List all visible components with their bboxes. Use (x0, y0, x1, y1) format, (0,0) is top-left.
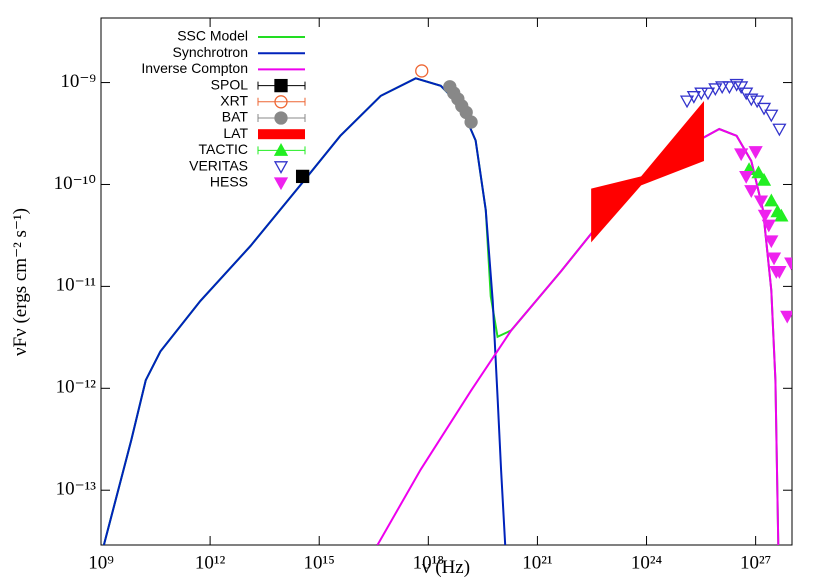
x-tick-label: 10¹⁸ (413, 552, 444, 573)
x-tick-label: 10²⁴ (631, 552, 663, 573)
marker (764, 235, 779, 249)
legend-label: BAT (222, 109, 249, 125)
x-tick-label: 10¹⁵ (304, 552, 335, 573)
band (591, 100, 704, 243)
y-tick-label: 10⁻⁹ (60, 71, 96, 92)
marker (734, 148, 749, 162)
marker (774, 208, 789, 222)
marker (273, 161, 289, 174)
legend-label: VERITAS (189, 157, 248, 173)
marker (715, 81, 730, 95)
marker (757, 209, 773, 223)
series-line (102, 77, 507, 545)
y-tick-label: 10⁻¹³ (56, 479, 97, 500)
plot-area (102, 64, 792, 545)
marker (739, 170, 754, 184)
legend-label: SSC Model (177, 28, 248, 44)
legend-label: LAT (223, 125, 248, 141)
marker (784, 257, 792, 271)
marker (766, 252, 782, 266)
marker (772, 123, 787, 137)
legend-swatch (258, 129, 305, 140)
legend-label: SPOL (211, 76, 249, 92)
x-axis-label: ν (Hz) (422, 557, 470, 578)
marker (756, 172, 772, 186)
marker (274, 95, 288, 109)
y-tick-label: 10⁻¹¹ (56, 275, 97, 296)
marker (295, 169, 310, 184)
x-tick-label: 10¹² (195, 552, 226, 573)
marker (753, 195, 769, 209)
marker (764, 193, 779, 207)
y-tick-label: 10⁻¹² (56, 377, 97, 398)
marker (679, 95, 695, 109)
marker (748, 146, 763, 159)
x-tick-label: 10²⁷ (740, 552, 771, 573)
marker (744, 93, 759, 107)
marker (722, 81, 737, 95)
marker (756, 102, 772, 116)
y-axis-label: νFν (ergs cm⁻² s⁻¹) (10, 208, 31, 356)
legend-label: Synchrotron (173, 44, 248, 60)
marker (274, 78, 288, 93)
marker (750, 95, 765, 109)
plot-frame (100, 17, 793, 546)
marker (700, 87, 716, 101)
legend-label: XRT (220, 93, 248, 109)
legend-label: Inverse Compton (141, 60, 248, 76)
marker (761, 219, 776, 233)
marker (273, 177, 289, 191)
marker (744, 185, 759, 198)
marker (780, 310, 792, 324)
marker (764, 109, 779, 123)
marker (729, 78, 744, 92)
marker (274, 111, 288, 125)
marker (708, 83, 723, 97)
marker (734, 81, 749, 95)
marker (415, 64, 429, 78)
marker (464, 115, 478, 129)
x-tick-label: 10⁹ (88, 552, 114, 573)
x-tick-label: 10²¹ (522, 552, 553, 573)
y-tick-label: 10⁻¹⁰ (54, 173, 96, 194)
legend-label: TACTIC (198, 141, 248, 157)
marker (751, 165, 766, 179)
marker (686, 91, 701, 104)
series-line (376, 127, 780, 545)
legend-label: HESS (210, 174, 248, 190)
marker (273, 143, 289, 156)
marker (772, 266, 787, 279)
